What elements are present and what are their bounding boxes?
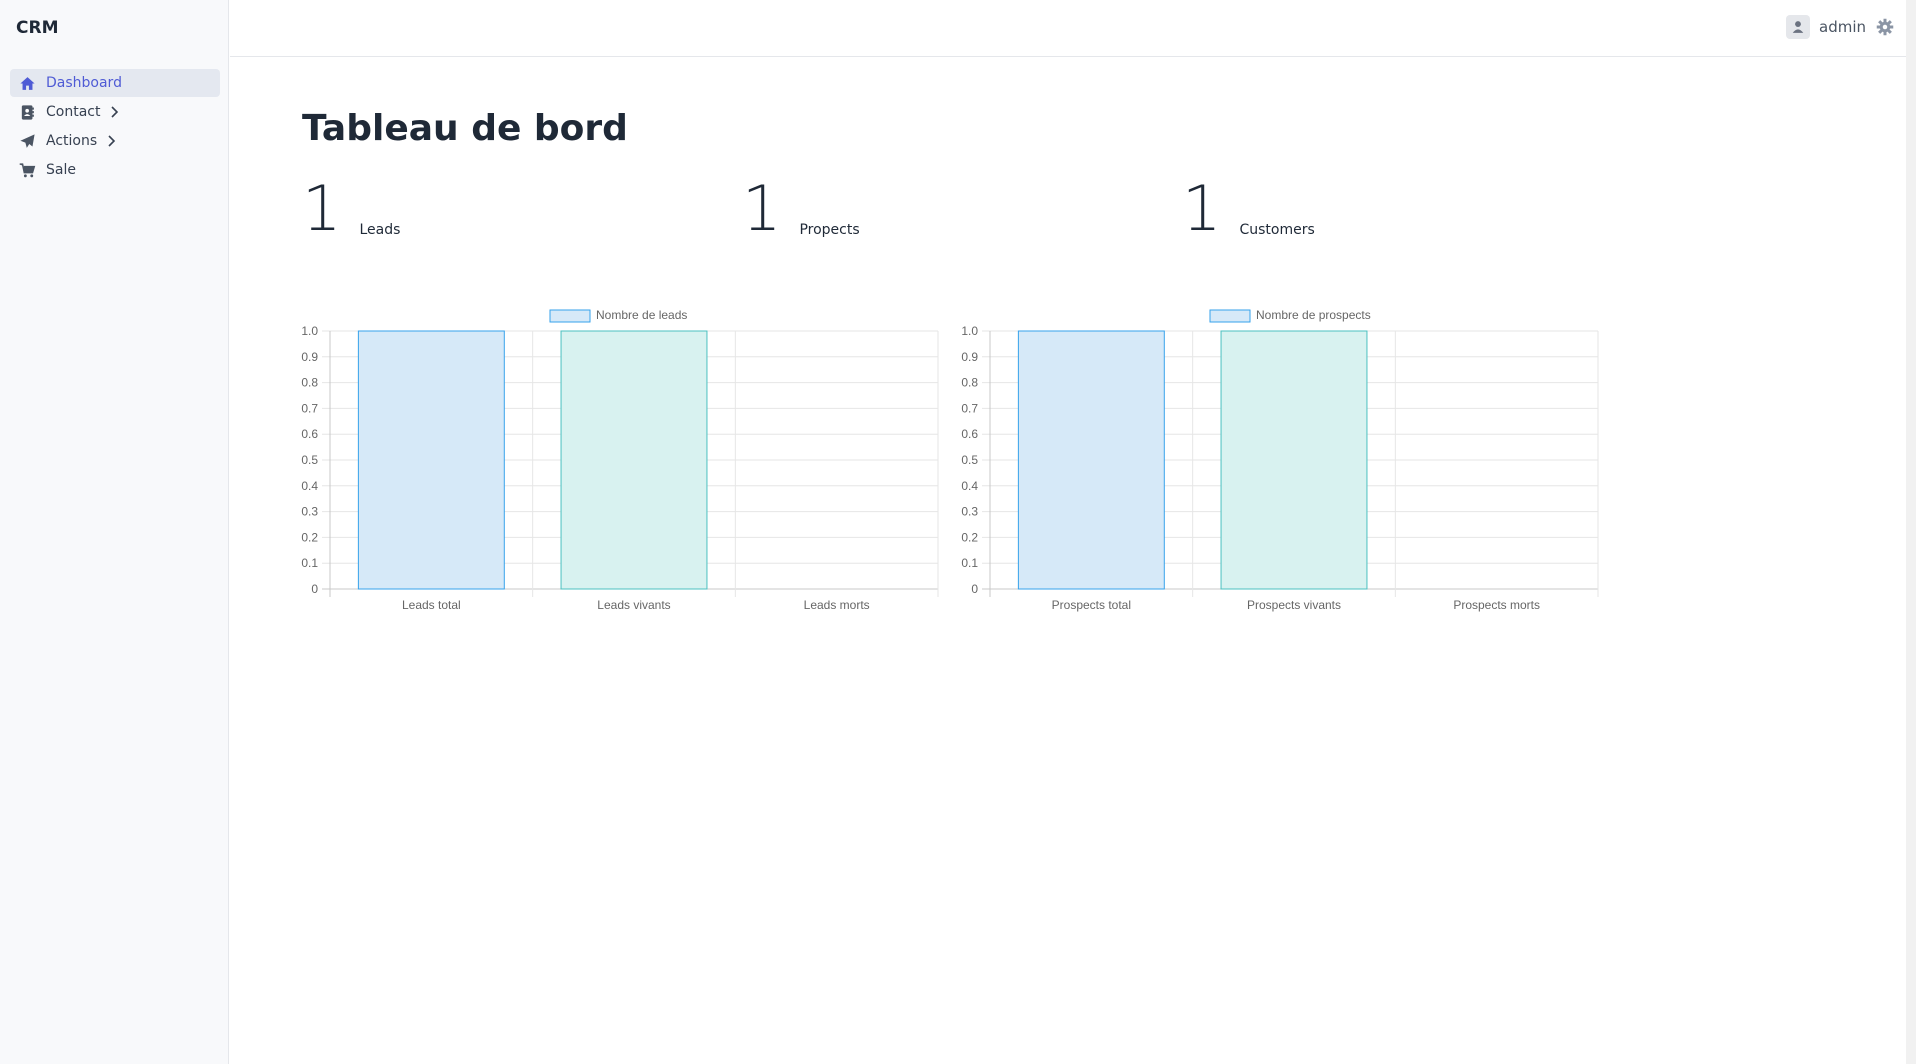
sidebar-item-label: Dashboard bbox=[46, 75, 122, 91]
y-tick-label: 0.8 bbox=[301, 376, 318, 390]
legend-label: Nombre de prospects bbox=[1256, 308, 1371, 322]
page-title: Tableau de bord bbox=[302, 108, 628, 149]
y-tick-label: 0.6 bbox=[961, 427, 978, 441]
stat-value: 1 bbox=[742, 172, 782, 245]
x-tick-label: Leads morts bbox=[804, 598, 870, 612]
sidebar-item-label: Sale bbox=[46, 162, 76, 178]
shopping-cart-icon bbox=[18, 161, 36, 179]
y-tick-label: 1.0 bbox=[961, 324, 978, 338]
sidebar-item-dashboard[interactable]: Dashboard bbox=[10, 69, 220, 97]
stat-value: 1 bbox=[1182, 172, 1222, 245]
y-tick-label: 0.2 bbox=[961, 530, 978, 544]
x-tick-label: Prospects total bbox=[1052, 598, 1131, 612]
x-tick-label: Leads total bbox=[402, 598, 461, 612]
legend-swatch bbox=[549, 309, 591, 323]
y-tick-label: 0.9 bbox=[301, 350, 318, 364]
y-tick-label: 0.4 bbox=[961, 479, 978, 493]
top-bar: admin bbox=[230, 0, 1906, 57]
legend-label: Nombre de leads bbox=[596, 308, 687, 322]
y-tick-label: 0.1 bbox=[961, 556, 978, 570]
y-tick-label: 0.3 bbox=[301, 505, 318, 519]
stat-customers: 1 Customers bbox=[1182, 178, 1315, 240]
y-tick-label: 0.7 bbox=[301, 401, 318, 415]
stat-label: Propects bbox=[799, 222, 860, 238]
y-tick-label: 0.9 bbox=[961, 350, 978, 364]
x-tick-label: Leads vivants bbox=[597, 598, 670, 612]
y-tick-label: 0.8 bbox=[961, 376, 978, 390]
user-icon bbox=[1786, 15, 1810, 39]
sidebar-item-sale[interactable]: Sale bbox=[10, 156, 220, 184]
contact-card-icon bbox=[18, 103, 36, 121]
leads-chart-svg: Nombre de leads 0 0.1 0.2 0.3 0.4 0.5 0.6 0.7 0.8… bbox=[301, 308, 939, 612]
prospects-chart-svg: Nombre de prospects 0 0.1 0.2 0.3 0.4 0.5 0.6 0.… bbox=[961, 308, 1599, 612]
page-scrollbar[interactable] bbox=[1906, 0, 1916, 1064]
sidebar-item-label: Actions bbox=[46, 133, 98, 149]
chart-legend: Nombre de prospects bbox=[1209, 308, 1371, 323]
sidebar-item-contact[interactable]: Contact bbox=[10, 98, 220, 126]
user-name: admin bbox=[1819, 18, 1866, 36]
y-tick-label: 0.6 bbox=[301, 427, 318, 441]
legend-swatch bbox=[1209, 309, 1251, 323]
y-tick-label: 0.2 bbox=[301, 530, 318, 544]
x-tick-label: Prospects vivants bbox=[1247, 598, 1341, 612]
y-tick-label: 0.5 bbox=[301, 453, 318, 467]
y-tick-label: 0.4 bbox=[301, 479, 318, 493]
prospects-bar-chart: Nombre de prospects 0 0.1 0.2 0.3 0.4 0.5 0.6 0.… bbox=[950, 298, 1610, 628]
chevron-right-icon bbox=[109, 106, 119, 118]
home-icon bbox=[18, 74, 36, 92]
bar bbox=[1017, 330, 1165, 590]
gear-icon[interactable] bbox=[1876, 18, 1894, 36]
stat-label: Leads bbox=[359, 222, 401, 238]
stat-label: Customers bbox=[1239, 222, 1315, 238]
sidebar: CRM Dashboard Contact Actions bbox=[0, 0, 229, 1064]
y-tick-label: 0.3 bbox=[961, 505, 978, 519]
y-tick-label: 0 bbox=[311, 582, 318, 596]
stat-prospects: 1 Propects bbox=[742, 178, 860, 240]
stat-leads: 1 Leads bbox=[302, 178, 400, 240]
brand-logo[interactable]: CRM bbox=[16, 18, 59, 38]
x-tick-label: Prospects morts bbox=[1453, 598, 1540, 612]
y-tick-label: 0.7 bbox=[961, 401, 978, 415]
sidebar-item-actions[interactable]: Actions bbox=[10, 127, 220, 155]
chart-legend: Nombre de leads bbox=[549, 308, 687, 323]
y-tick-label: 0 bbox=[971, 582, 978, 596]
user-menu[interactable]: admin bbox=[1786, 15, 1866, 39]
bar bbox=[357, 330, 505, 590]
bar bbox=[1220, 330, 1368, 590]
leads-bar-chart: Nombre de leads 0 0.1 0.2 0.3 0.4 0.5 0.6 0.7 0.8… bbox=[290, 298, 950, 628]
stat-value: 1 bbox=[302, 172, 342, 245]
paper-plane-icon bbox=[18, 132, 36, 150]
y-tick-label: 0.1 bbox=[301, 556, 318, 570]
chevron-right-icon bbox=[106, 135, 116, 147]
sidebar-item-label: Contact bbox=[46, 104, 101, 120]
y-tick-label: 1.0 bbox=[301, 324, 318, 338]
bar bbox=[560, 330, 708, 590]
y-tick-label: 0.5 bbox=[961, 453, 978, 467]
sidebar-nav: Dashboard Contact Actions Sale bbox=[10, 69, 220, 185]
